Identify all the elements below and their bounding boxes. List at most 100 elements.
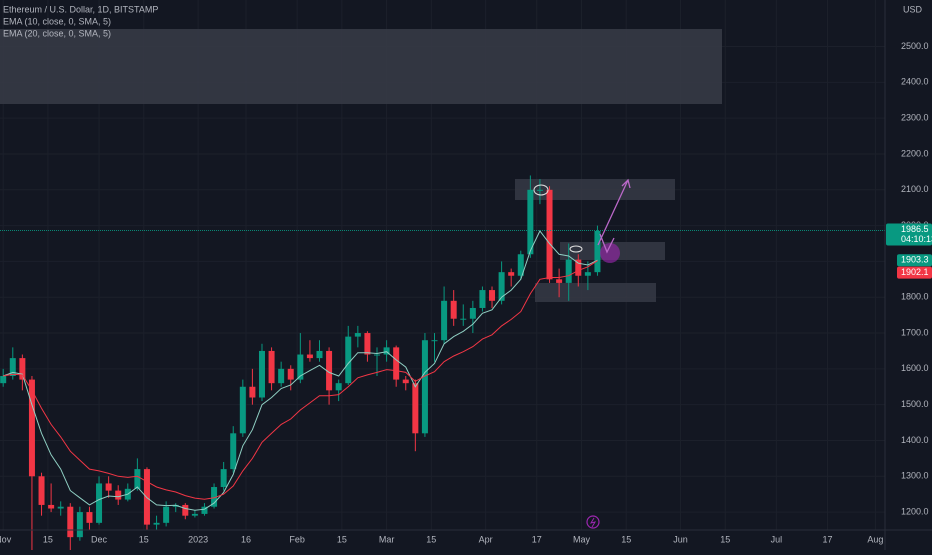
candle-body (402, 379, 409, 384)
candle-body (517, 254, 524, 276)
candle-body (354, 333, 361, 337)
indicator-price-label: 1903.3 (901, 255, 929, 265)
candle-body (364, 333, 371, 355)
countdown-label: 04:10:13 (901, 234, 932, 244)
candle-body (0, 376, 7, 384)
candle-body (143, 469, 150, 525)
x-tick-label: Dec (91, 534, 108, 544)
x-tick-label: Jul (771, 534, 783, 544)
candle-body (297, 354, 304, 380)
x-tick-label: 15 (621, 534, 631, 544)
candle-body (326, 350, 333, 391)
candle-body (479, 290, 486, 308)
x-tick-label: 15 (43, 534, 53, 544)
candle-body (421, 340, 428, 434)
y-tick-label: 1600.0 (901, 363, 929, 373)
zone-rectangle[interactable] (515, 179, 675, 200)
currency-label: USD (903, 4, 923, 14)
candle-body (57, 506, 64, 509)
plot-area (0, 175, 885, 555)
ema-line (3, 260, 598, 500)
candle-body (76, 512, 83, 538)
candle-body (249, 386, 256, 398)
y-tick-label: 1500.0 (901, 399, 929, 409)
indicator-price-tag (897, 254, 932, 267)
candle-body (163, 506, 170, 523)
x-tick-label: Aug (867, 534, 883, 544)
candle-body (115, 490, 122, 500)
candle-body (565, 259, 572, 283)
candle-body (575, 259, 582, 276)
event-icon-bolt (589, 517, 597, 528)
candle-body (335, 383, 342, 391)
y-tick-label: 2200.0 (901, 148, 929, 158)
y-tick-label: 1200.0 (901, 506, 929, 516)
indicator-price-tag (897, 266, 932, 279)
candle-body (38, 476, 45, 505)
event-icon[interactable] (586, 515, 600, 529)
y-tick-label: 1300.0 (901, 471, 929, 481)
candle-body (489, 290, 496, 301)
candle-body (153, 522, 160, 525)
candle-body (527, 189, 534, 255)
candle-body (9, 358, 16, 377)
x-tick-label: 2023 (188, 534, 208, 544)
x-tick-label: Apr (479, 534, 493, 544)
candle-body (460, 318, 467, 320)
drawing-scribble[interactable] (533, 184, 549, 196)
last-price-label: 1986.5 (901, 224, 929, 234)
candle-body (230, 433, 237, 470)
candle-body (67, 506, 74, 538)
drawing-scribble[interactable] (569, 245, 583, 253)
legend-entry[interactable]: EMA (20, close, 0, SMA, 5) (3, 28, 111, 38)
candle-body (278, 368, 285, 384)
y-tick-label: 1800.0 (901, 292, 929, 302)
drawing-arrow[interactable] (597, 178, 631, 254)
y-tick-label: 2100.0 (901, 184, 929, 194)
candle-body (316, 350, 323, 359)
x-tick-label: May (573, 534, 591, 544)
candle-body (211, 487, 218, 507)
legend-entry[interactable]: EMA (10, close, 0, SMA, 5) (3, 16, 111, 26)
candle-body (28, 379, 35, 477)
x-tick-label: Nov (0, 534, 12, 544)
candle-body (469, 307, 476, 319)
candle-body (201, 506, 208, 514)
y-tick-label: 1700.0 (901, 327, 929, 337)
candle-body (498, 272, 505, 301)
x-tick-label: 16 (241, 534, 251, 544)
zone-rectangle[interactable] (535, 283, 656, 302)
grid (0, 0, 885, 530)
x-tick-label: 17 (822, 534, 832, 544)
candle-body (383, 347, 390, 355)
x-tick-label: Jun (673, 534, 688, 544)
x-tick-label: 15 (720, 534, 730, 544)
candle-body (345, 336, 352, 384)
candle-body (431, 340, 438, 342)
candle-body (258, 350, 265, 398)
y-tick-label: 2400.0 (901, 77, 929, 87)
candle-body (508, 272, 515, 276)
y-tick-label: 2300.0 (901, 113, 929, 123)
candle-body (412, 383, 419, 434)
candle-body (556, 279, 563, 283)
candle-body (105, 483, 112, 491)
y-tick-label: 1400.0 (901, 435, 929, 445)
candle-body (584, 272, 591, 276)
candle-body (441, 300, 448, 341)
x-tick-label: 17 (532, 534, 542, 544)
candle-body (374, 354, 381, 356)
symbol-title[interactable]: Ethereum / U.S. Dollar, 1D, BITSTAMP (3, 4, 158, 14)
zone-rectangle[interactable] (0, 29, 722, 104)
candle-body (450, 300, 457, 319)
x-tick-label: Mar (379, 534, 395, 544)
ema-line (3, 230, 598, 511)
y-tick-label: 2500.0 (901, 41, 929, 51)
axes: 1200.0 1300.0 1400.0 1500.0 1600.0 1700.0 1800… (0, 41, 929, 544)
indicator-price-label: 1902.1 (901, 267, 929, 277)
candle-body (220, 469, 227, 488)
candle-body (96, 483, 103, 523)
candle-body (19, 358, 26, 380)
candle-body (48, 504, 55, 509)
